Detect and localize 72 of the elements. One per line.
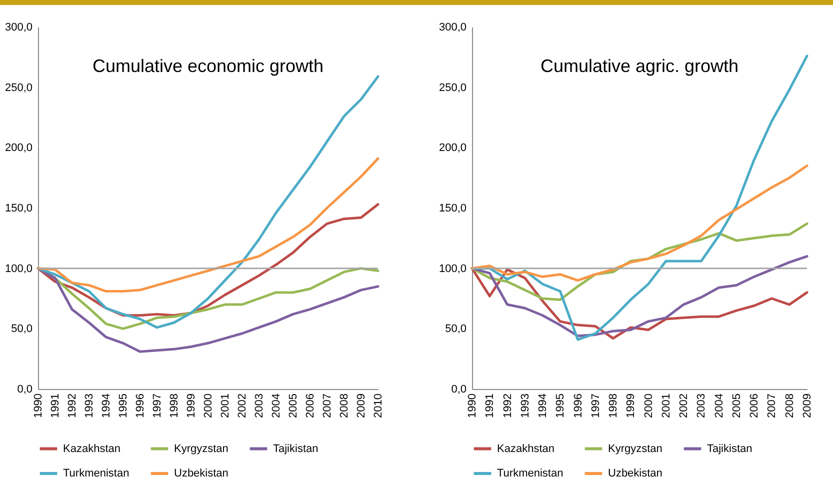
x-tick-label: 1992 [502,394,514,418]
x-tick-label: 1996 [134,394,146,418]
x-tick-label: 2004 [713,394,726,418]
y-tick-label: 100,0 [4,262,32,275]
x-tick-label: 2008 [784,394,796,418]
legend-label: Uzbekistan [608,468,662,480]
x-tick-label: 1992 [66,394,78,418]
text: Cumulative economic growth [92,56,324,76]
x-tick-label: 2009 [356,394,368,418]
y-tick-label: 150,0 [438,202,466,214]
y-tick-label: 250,0 [4,82,32,94]
x-tick-label: 1998 [168,394,180,418]
x-tick-label: 2006 [304,394,316,418]
y-tick-label: 300,0 [4,22,32,34]
y-tick-label: 150,0 [4,202,32,214]
x-tick-label: 1995 [554,394,567,418]
y-tick-label: 300,0 [438,22,466,34]
x-tick-label: 1999 [186,394,198,418]
legend-label: Kyrgyzstan [174,442,228,455]
x-tick-label: 2010 [372,394,384,418]
x-tick-label: 2003 [254,394,266,418]
x-tick-label: 1997 [152,394,164,418]
legend-label: Uzbekistan [174,468,228,480]
legend-label: Kazakhstan [63,442,120,455]
x-tick-label: 2001 [220,394,232,418]
legend-label: Turkmenistan [497,468,564,480]
legend-label: Kazakhstan [497,442,554,455]
y-tick-label: 0,0 [451,384,466,396]
x-tick-label: 2002 [236,394,248,418]
y-tick-label: 50,0 [445,323,466,336]
line-series [36,75,380,329]
x-tick-label: 2002 [678,394,690,418]
x-tick-label: 2003 [696,394,708,418]
y-tick-label: 250,0 [438,82,466,94]
x-tick-label: 1996 [572,394,584,418]
line-series [470,164,808,282]
x-tick-label: 1999 [625,394,638,418]
x-tick-label: 1994 [537,394,550,418]
y-tick-label: 200,0 [438,142,466,154]
x-tick-label: 2006 [748,394,761,418]
x-tick-label: 1998 [608,394,620,418]
x-tick-label: 1991 [50,394,62,418]
x-tick-label: 1993 [84,394,96,418]
x-tick-label: 1997 [590,394,602,418]
y-tick-label: 0,0 [17,384,32,396]
x-tick-label: 2001 [660,394,672,418]
x-tick-label: 1993 [519,394,532,418]
legend-label: Turkmenistan [63,468,130,480]
x-tick-label: 2007 [322,394,334,418]
x-tick-label: 1990 [32,394,44,418]
x-tick-label: 2007 [766,394,778,418]
x-tick-label: 2004 [270,394,282,418]
x-tick-label: 1995 [118,394,130,418]
x-tick-label: 1990 [466,394,478,418]
y-tick-label: 50,0 [11,323,32,336]
x-tick-label: 2000 [642,394,655,418]
text: Cumulative agric. growth [540,56,739,76]
line-series [36,157,380,293]
y-tick-label: 100,0 [438,262,466,275]
x-tick-label: 2005 [730,394,743,418]
line-series [36,267,380,353]
legend-label: Tajikistan [707,442,752,455]
x-tick-label: 2008 [338,394,350,418]
x-tick-label: 2009 [802,394,814,418]
x-tick-label: 1991 [484,394,496,418]
legend-label: Kyrgyzstan [608,442,662,455]
line-series [470,255,808,338]
x-tick-label: 2005 [288,394,300,418]
x-tick-label: 2000 [202,394,214,418]
legend-label: Tajikistan [273,442,318,455]
x-tick-label: 1994 [100,394,112,418]
y-tick-label: 200,0 [4,142,32,154]
